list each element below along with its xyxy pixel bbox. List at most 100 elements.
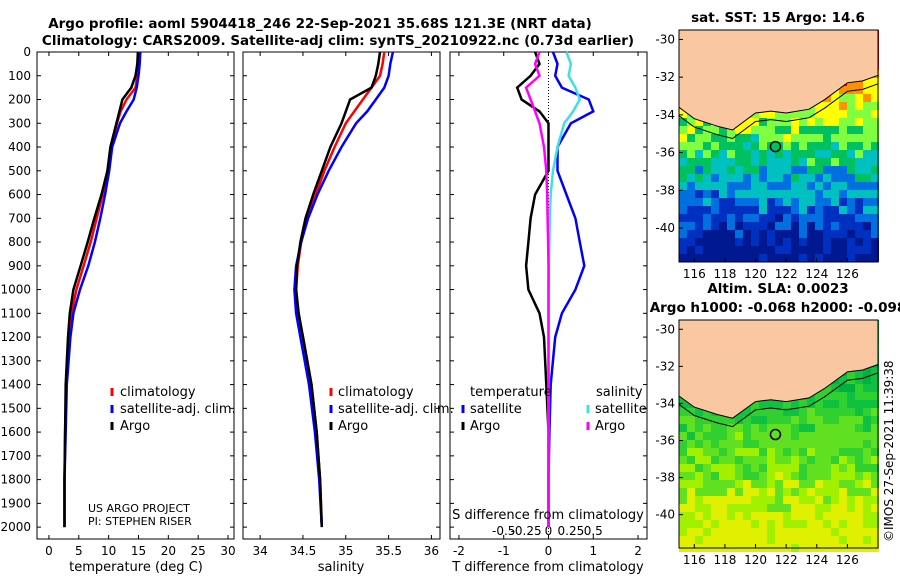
map-pixel xyxy=(711,504,719,512)
map-pixel xyxy=(815,448,823,456)
map-pixel xyxy=(855,496,863,504)
map-pixel xyxy=(791,118,799,126)
map-pixel xyxy=(743,416,751,424)
map-pixel xyxy=(783,432,791,440)
x-tick-label: -2 xyxy=(453,544,465,558)
map-pixel xyxy=(775,118,783,126)
map-pixel xyxy=(751,400,759,408)
map-pixel xyxy=(743,432,751,440)
map-pixel xyxy=(847,520,855,528)
map-pixel xyxy=(815,464,823,472)
map-pixel xyxy=(743,206,751,214)
map-pixel xyxy=(839,254,847,262)
series-s-argo xyxy=(524,51,550,528)
map-pixel xyxy=(855,480,863,488)
map-pixel xyxy=(703,480,711,488)
map-pixel xyxy=(807,190,815,198)
map-pixel xyxy=(719,142,727,150)
map-pixel xyxy=(871,78,879,86)
x-tick-label: 30 xyxy=(220,544,235,558)
map-pixel xyxy=(735,254,743,262)
map-pixel xyxy=(719,206,727,214)
map-pixel xyxy=(759,230,767,238)
map-pixel xyxy=(871,206,879,214)
map-pixel xyxy=(727,448,735,456)
map-pixel xyxy=(703,246,711,254)
lat-tick-label: -40 xyxy=(655,221,675,235)
map-pixel xyxy=(799,456,807,464)
map-pixel xyxy=(831,424,839,432)
map-pixel xyxy=(743,142,751,150)
map-pixel xyxy=(679,432,687,440)
map-pixel xyxy=(791,206,799,214)
map-pixel xyxy=(791,400,799,408)
map-pixel xyxy=(831,520,839,528)
map-pixel xyxy=(831,408,839,416)
map-pixel xyxy=(759,504,767,512)
map-pixel xyxy=(871,174,879,182)
map-pixel xyxy=(703,198,711,206)
map-pixel xyxy=(823,520,831,528)
map-pixel xyxy=(775,464,783,472)
map-pixel xyxy=(799,512,807,520)
map-pixel xyxy=(831,174,839,182)
map-pixel xyxy=(679,512,687,520)
map-pixel xyxy=(719,214,727,222)
map-pixel xyxy=(855,504,863,512)
map-pixel xyxy=(695,432,703,440)
salinity-legend: climatology satellite-adj. clim. Argo xyxy=(329,385,454,434)
map-pixel xyxy=(695,174,703,182)
map-pixel xyxy=(783,440,791,448)
map-pixel xyxy=(783,206,791,214)
map-pixel xyxy=(735,504,743,512)
map-pixel xyxy=(767,254,775,262)
map-pixel xyxy=(863,424,871,432)
map-pixel xyxy=(767,190,775,198)
map-pixel xyxy=(791,166,799,174)
map-pixel xyxy=(743,456,751,464)
series-t-satellite xyxy=(547,51,595,528)
legend-temperature-heading: temperature xyxy=(470,385,552,400)
map-pixel xyxy=(727,528,735,536)
map-pixel xyxy=(679,480,687,488)
map-pixel xyxy=(695,472,703,480)
title-line2: Climatology: CARS2009. Satellite-adj cli… xyxy=(42,33,634,49)
map-pixel xyxy=(687,528,695,536)
map-pixel xyxy=(783,222,791,230)
map-pixel xyxy=(751,520,759,528)
map-pixel xyxy=(847,368,855,376)
map-pixel xyxy=(767,158,775,166)
map-pixel xyxy=(839,464,847,472)
map-pixel xyxy=(855,456,863,464)
map-pixel xyxy=(807,496,815,504)
map-pixel xyxy=(767,246,775,254)
map-pixel xyxy=(711,134,719,142)
lat-tick-label: -32 xyxy=(655,70,675,84)
map-pixel xyxy=(687,198,695,206)
legend-temp-argo-label: Argo xyxy=(470,419,500,434)
x-tick-label: 0 xyxy=(45,544,53,558)
map-pixel xyxy=(823,528,831,536)
map-pixel xyxy=(783,254,791,262)
map-pixel xyxy=(799,238,807,246)
map-pixel xyxy=(823,464,831,472)
map-pixel xyxy=(735,480,743,488)
map-pixel xyxy=(831,182,839,190)
map-pixel xyxy=(767,520,775,528)
map-pixel xyxy=(783,190,791,198)
map-pixel xyxy=(855,400,863,408)
map-pixel xyxy=(799,448,807,456)
map-pixel xyxy=(871,118,879,126)
map-pixel xyxy=(767,464,775,472)
map-pixel xyxy=(711,222,719,230)
difference-legend: temperature salinity satellite Argo sate… xyxy=(461,385,647,434)
map-pixel xyxy=(759,182,767,190)
x-tick-label: 0 xyxy=(545,544,553,558)
map-pixel xyxy=(831,456,839,464)
map-pixel xyxy=(759,424,767,432)
map-pixel xyxy=(783,126,791,134)
legend-sal-argo-label: Argo xyxy=(595,419,625,434)
map-pixel xyxy=(679,134,687,142)
map-pixel xyxy=(775,408,783,416)
map-pixel xyxy=(719,238,727,246)
